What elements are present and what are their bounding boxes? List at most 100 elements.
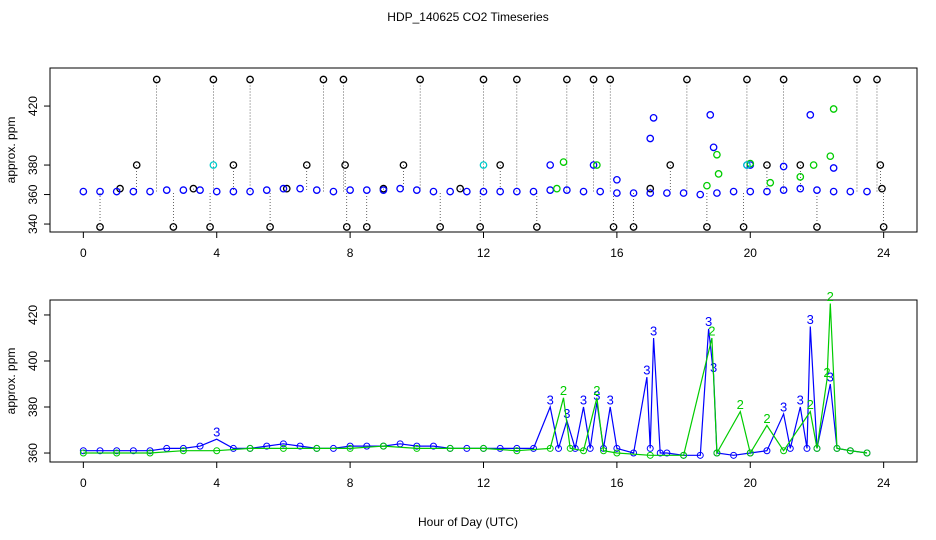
x-tick-label: 0 (80, 476, 87, 490)
data-point (646, 451, 654, 459)
data-point (796, 161, 805, 169)
data-point (213, 447, 221, 455)
data-point (876, 161, 885, 169)
data-point (646, 184, 655, 193)
data-point (129, 187, 138, 196)
x-tick-label: 20 (744, 246, 758, 260)
data-point (813, 186, 821, 194)
data-point (714, 170, 723, 178)
x-tick-label: 0 (80, 246, 87, 260)
data-point (703, 223, 711, 231)
data-point (346, 444, 354, 452)
point-symbol: 2 (708, 323, 715, 338)
data-point (456, 184, 465, 193)
data-point (296, 442, 304, 450)
data-point (846, 187, 855, 196)
data-point (813, 444, 821, 452)
data-point (282, 184, 291, 193)
data-point (596, 187, 605, 196)
data-point (646, 134, 655, 143)
data-point (763, 187, 771, 196)
data-point (179, 447, 187, 455)
data-point (879, 223, 888, 231)
data-point (319, 75, 328, 84)
point-symbol: 3 (797, 392, 804, 407)
data-point (446, 187, 455, 196)
data-point (513, 447, 521, 455)
data-point (496, 187, 505, 196)
data-point (763, 447, 771, 455)
data-point (512, 187, 521, 196)
data-point (613, 189, 621, 197)
data-point (589, 75, 598, 84)
data-point (79, 447, 87, 455)
data-point (629, 223, 638, 231)
data-point (262, 186, 271, 194)
x-tick-label: 20 (744, 476, 758, 490)
data-point (246, 444, 254, 452)
data-point (803, 444, 811, 452)
data-point (809, 161, 818, 169)
data-point (696, 451, 704, 459)
data-point (296, 184, 304, 193)
data-point (396, 184, 404, 193)
data-point (649, 113, 658, 122)
point-symbol: 3 (807, 312, 814, 327)
point-symbol: 2 (593, 383, 600, 398)
data-point (112, 187, 121, 196)
data-point (796, 184, 805, 193)
chart-title: HDP_140625 CO2 Timeseries (387, 10, 548, 24)
point-symbol: 3 (547, 392, 554, 407)
data-point (853, 75, 861, 84)
data-point (209, 161, 218, 169)
data-point (713, 449, 721, 457)
data-point (212, 187, 221, 196)
data-point (129, 447, 137, 455)
data-point (113, 447, 121, 455)
data-point (873, 75, 881, 84)
data-point (530, 444, 538, 452)
data-point (746, 187, 755, 196)
data-point (666, 161, 675, 169)
data-point (829, 164, 838, 172)
data-point (302, 161, 311, 169)
x-tick-label: 12 (477, 246, 491, 260)
data-point (229, 187, 238, 196)
data-point (613, 175, 621, 184)
data-point (739, 223, 748, 231)
data-point (362, 223, 371, 231)
data-point (480, 444, 487, 452)
data-point (266, 223, 274, 231)
data-point (546, 186, 555, 194)
data-point (529, 187, 538, 196)
data-point (580, 447, 588, 455)
data-point (663, 449, 671, 457)
data-point (413, 442, 421, 450)
data-point (563, 186, 571, 194)
x-tick-label: 8 (347, 246, 354, 260)
data-point (162, 186, 171, 194)
data-point (146, 449, 154, 457)
data-point (479, 75, 488, 84)
data-point (496, 161, 505, 169)
data-point (779, 186, 788, 194)
data-point (446, 444, 454, 452)
data-point (833, 444, 841, 452)
x-tick-label: 16 (610, 246, 624, 260)
data-point (206, 223, 214, 231)
data-point (683, 75, 691, 84)
data-point (399, 161, 408, 169)
data-point (600, 447, 608, 455)
point-symbol: 3 (705, 314, 712, 329)
data-point (479, 187, 488, 196)
data-point (606, 75, 615, 84)
point-symbol: 2 (737, 397, 744, 412)
y-tick-label: 360 (26, 443, 40, 463)
data-point (279, 440, 287, 448)
x-tick-label: 24 (877, 246, 891, 260)
data-point (179, 444, 187, 452)
data-point (113, 449, 121, 457)
data-point (796, 172, 805, 181)
data-point (613, 449, 621, 457)
x-tick-label: 4 (213, 476, 220, 490)
